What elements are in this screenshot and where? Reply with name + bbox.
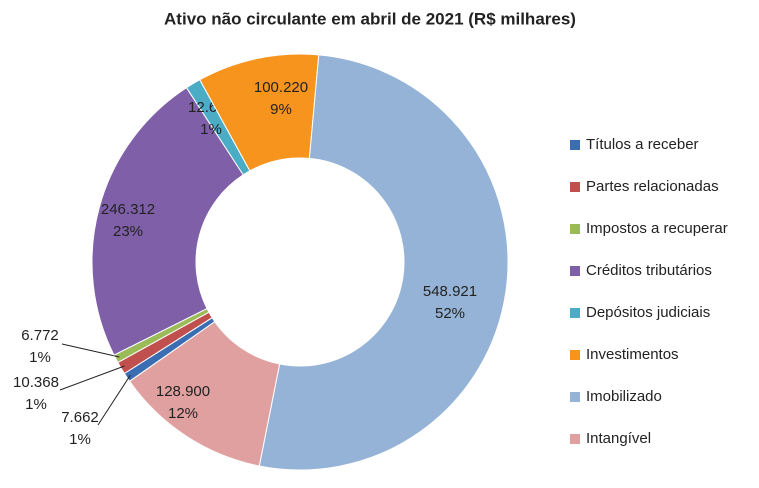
percent-label: 1% xyxy=(29,349,51,366)
value-label: 7.662 xyxy=(61,409,99,426)
legend-swatch xyxy=(570,266,580,276)
legend-swatch xyxy=(570,224,580,234)
donut-slice xyxy=(128,320,281,467)
value-label: 100.220 xyxy=(254,79,308,96)
value-label: 246.312 xyxy=(101,201,155,218)
percent-label: 1% xyxy=(69,431,91,448)
leader-line xyxy=(59,365,125,391)
legend-label: Créditos tributários xyxy=(586,262,712,279)
legend-swatch xyxy=(570,140,580,150)
legend-swatch xyxy=(570,434,580,444)
percent-label: 9% xyxy=(270,101,292,118)
value-label: 6.772 xyxy=(21,327,59,344)
value-label: 10.368 xyxy=(13,374,59,391)
value-label: 128.900 xyxy=(156,383,210,400)
legend-swatch xyxy=(570,350,580,360)
percent-label: 52% xyxy=(435,305,465,322)
percent-label: 1% xyxy=(200,121,222,138)
legend-label: Investimentos xyxy=(586,346,679,363)
donut-slice xyxy=(91,87,244,356)
value-label: 548.921 xyxy=(423,283,477,300)
percent-label: 12% xyxy=(168,405,198,422)
donut-slice xyxy=(258,54,509,471)
legend-swatch xyxy=(570,308,580,318)
leader-line xyxy=(97,374,131,426)
percent-label: 1% xyxy=(25,396,47,413)
legend-label: Impostos a recuperar xyxy=(586,220,728,237)
legend-swatch xyxy=(570,182,580,192)
legend-label: Partes relacionadas xyxy=(586,178,719,195)
legend-label: Imobilizado xyxy=(586,388,662,405)
legend-label: Intangível xyxy=(586,430,651,447)
legend-label: Títulos a receber xyxy=(586,136,699,153)
legend-label: Depósitos judiciais xyxy=(586,304,710,321)
legend-swatch xyxy=(570,392,580,402)
chart-title: Ativo não circulante em abril de 2021 (R… xyxy=(164,9,576,28)
percent-label: 23% xyxy=(113,223,143,240)
leader-line xyxy=(61,343,120,358)
